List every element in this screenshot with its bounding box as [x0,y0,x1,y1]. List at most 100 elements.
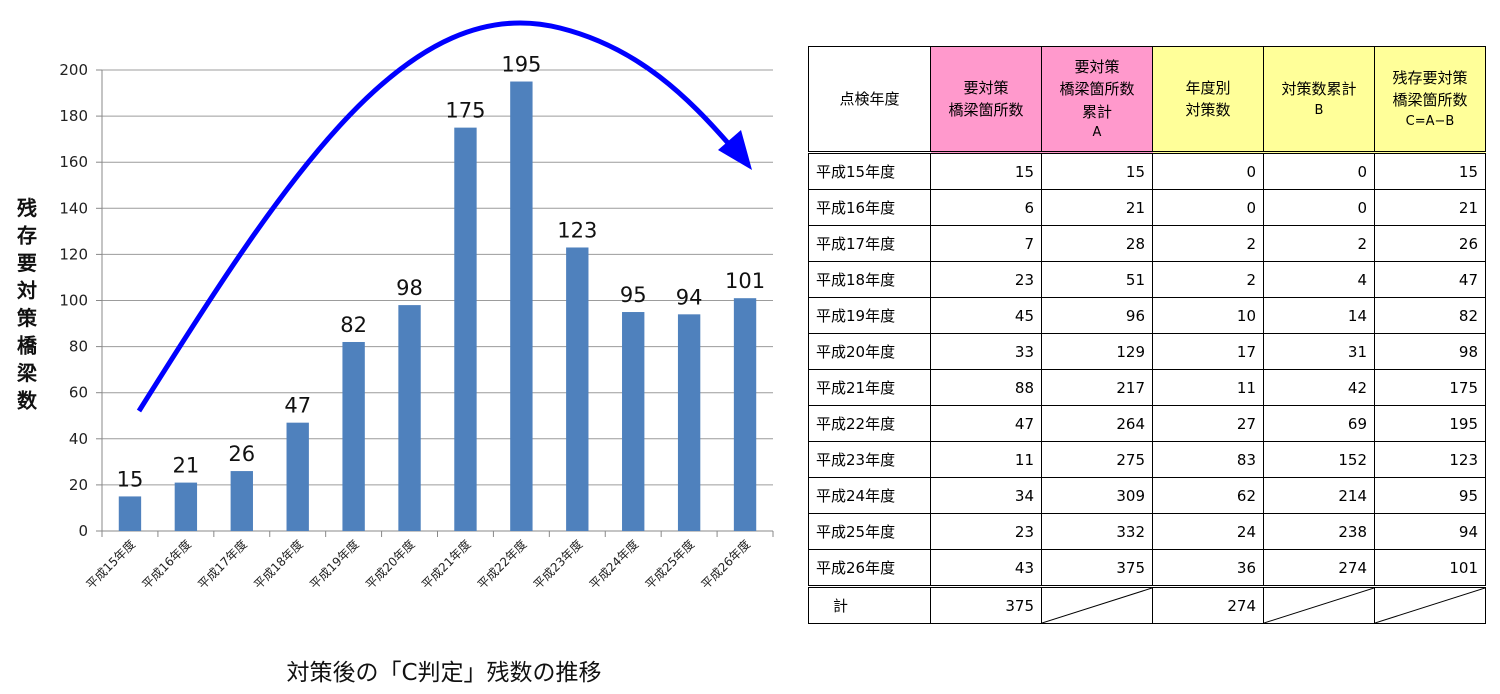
value-cell: 95 [1374,477,1486,514]
data-label: 15 [117,467,144,491]
value-cell: 15 [1041,151,1153,190]
year-cell: 平成15年度 [808,151,931,190]
y-tick-label: 140 [59,199,88,217]
value-cell: 7 [930,225,1042,262]
x-tick-label: 平成24年度 [586,537,641,592]
bar [454,127,477,531]
value-cell: 36 [1152,549,1264,587]
year-cell: 平成16年度 [808,189,931,226]
bar [174,482,198,531]
y-tick-label: 160 [59,153,88,171]
value-cell: 62 [1152,477,1264,514]
value-cell: 264 [1041,405,1153,442]
empty-cell [1263,585,1375,624]
value-cell: 2 [1152,225,1264,262]
diagonal-slash [1375,588,1485,623]
bar [566,247,589,532]
header-line: 要対策 [963,78,1009,97]
value-cell: 31 [1263,333,1375,370]
value-cell: 21 [1041,189,1153,226]
bar-chart: 0 20 40 60 80 100 120 140 160 180 200 15 21 26 47 82 98… [16,20,774,686]
value-cell: 28 [1041,225,1153,262]
y-axis-label-char: 策 [17,306,38,330]
year-cell: 平成19年度 [808,297,931,334]
data-table-container: 点検年度 要対策 橋梁箇所数 要対策 橋梁箇所数 累計 A 年度別 対策数 対策数累計 B 残存要対策… [808,46,1486,624]
table-row: 平成15年度 15 15 0 0 15 [808,151,1486,190]
value-cell: 10 [1152,297,1264,334]
data-label: 21 [173,454,200,478]
x-tick-label: 平成20年度 [362,537,417,592]
value-cell: 0 [1263,151,1375,190]
table-row: 平成25年度 23 332 24 238 94 [808,513,1486,550]
header-line: 対策数 [1185,101,1231,119]
value-cell: 2 [1152,261,1264,298]
trend-arrow [136,20,752,413]
data-label: 26 [228,442,255,466]
header-line: 累計 [1081,102,1112,121]
data-table: 点検年度 要対策 橋梁箇所数 要対策 橋梁箇所数 累計 A 年度別 対策数 対策数累計 B 残存要対策… [808,46,1486,624]
x-tick-label: 平成17年度 [195,537,250,592]
table-row: 平成24年度 34 309 62 214 95 [808,477,1486,514]
chart-grid [102,69,773,486]
value-cell: 0 [1152,151,1264,190]
y-axis-label-char: 梁 [16,361,38,385]
y-tick-label: 20 [69,476,88,494]
value-cell: 332 [1041,513,1153,550]
header-line: C=A−B [1405,113,1455,129]
value-cell: 96 [1041,297,1153,334]
y-tick-label: 180 [59,107,88,125]
value-cell: 274 [1263,549,1375,587]
table-row: 平成22年度 47 264 27 69 195 [808,405,1486,442]
year-cell: 平成25年度 [808,513,931,550]
value-cell: 238 [1263,513,1375,550]
value-cell: 4 [1263,261,1375,298]
y-tick-label: 120 [59,245,88,263]
header-line: 橋梁箇所数 [1392,91,1468,110]
total-row: 計 375 274 [808,585,1486,624]
bar [677,314,701,531]
value-cell: 33 [930,333,1042,370]
trend-arrow-curve [136,20,730,413]
table-header-cell: 要対策 橋梁箇所数 [930,46,1042,153]
value-cell: 375 [1041,549,1153,587]
x-tick-label: 平成26年度 [698,537,753,592]
bar [510,81,533,532]
value-cell: 175 [1374,369,1486,406]
y-axis-label-char: 数 [17,389,38,413]
value-cell: 275 [1041,441,1153,478]
empty-cell [1374,585,1486,624]
table-row: 平成16年度 6 21 0 0 21 [808,189,1486,226]
y-tick-label: 80 [69,338,88,356]
header-line: 橋梁箇所数 [1059,80,1135,98]
value-cell: 27 [1152,405,1264,442]
value-cell: 123 [1374,441,1486,478]
x-tick-label: 平成15年度 [83,537,138,592]
empty-cell [1041,585,1153,624]
y-axis-label-char: 存 [17,224,37,248]
data-label: 175 [445,99,485,123]
value-cell: 15 [930,151,1042,190]
value-cell: 45 [930,297,1042,334]
table-row: 平成19年度 45 96 10 14 82 [808,297,1486,334]
table-header-cell: 対策数累計 B [1263,46,1375,153]
x-tick-label: 平成23年度 [530,537,585,592]
table-row: 平成21年度 88 217 11 42 175 [808,369,1486,406]
data-label: 98 [396,276,423,300]
table-row: 平成20年度 33 129 17 31 98 [808,333,1486,370]
data-label: 101 [725,269,765,293]
header-line: 橋梁箇所数 [948,101,1024,119]
chart-bars [118,81,757,532]
value-cell: 69 [1263,405,1375,442]
trend-arrow-head [718,130,752,170]
value-cell: 34 [930,477,1042,514]
y-tick-label: 40 [69,430,88,448]
bar [118,496,142,531]
value-cell: 15 [1374,151,1486,190]
table-header-cell: 点検年度 [808,46,931,153]
y-tick-label: 0 [78,522,88,540]
data-label: 95 [620,283,647,307]
year-cell: 平成24年度 [808,477,931,514]
x-tick-label: 平成22年度 [474,537,529,592]
y-tick-label: 200 [59,61,88,79]
x-tick-label: 平成19年度 [306,537,361,592]
